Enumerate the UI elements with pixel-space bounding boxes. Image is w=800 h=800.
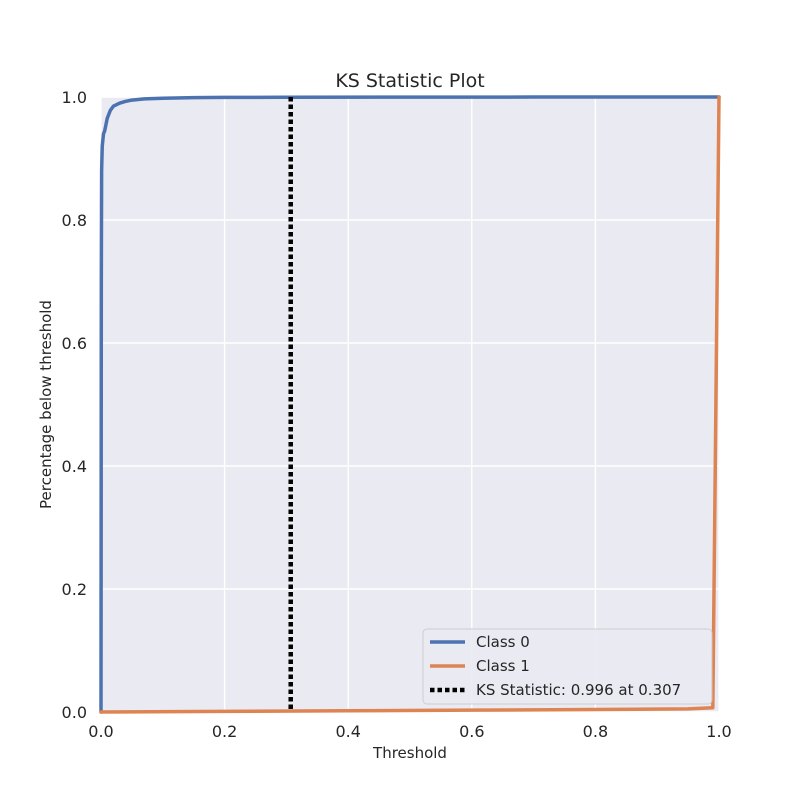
y-tick-label: 1.0 xyxy=(62,88,87,107)
chart-title: KS Statistic Plot xyxy=(335,70,484,92)
x-tick-label: 0.6 xyxy=(459,722,484,741)
legend: Class 0 Class 1 KS Statistic: 0.996 at 0.3… xyxy=(422,628,713,705)
tick-labels: 0.0 0.2 0.4 0.6 0.8 1.0 0.0 0.2 0.4 0.6 0.8 1.0 xyxy=(62,88,732,741)
x-tick-label: 0.4 xyxy=(335,722,360,741)
y-tick-label: 0.6 xyxy=(62,334,87,353)
series-layer xyxy=(99,95,721,714)
grid-lines xyxy=(100,96,720,713)
x-tick-label: 0.2 xyxy=(212,722,237,741)
y-tick-label: 0.4 xyxy=(62,457,87,476)
y-axis-label: Percentage below threshold xyxy=(37,300,55,509)
x-tick-label: 1.0 xyxy=(706,722,731,741)
legend-label: Class 1 xyxy=(476,657,530,675)
legend-label: KS Statistic: 0.996 at 0.307 xyxy=(476,681,681,699)
legend-label: Class 0 xyxy=(476,633,530,651)
series-line-class-1 xyxy=(99,95,721,714)
legend-box xyxy=(422,628,713,705)
series-line-class-0 xyxy=(99,95,721,714)
x-tick-label: 0.0 xyxy=(88,722,113,741)
y-tick-label: 0.0 xyxy=(62,703,87,722)
x-tick-label: 0.8 xyxy=(583,722,608,741)
plot-area xyxy=(101,97,719,712)
x-axis-label: Threshold xyxy=(372,744,447,762)
y-tick-label: 0.8 xyxy=(62,211,87,230)
y-tick-label: 0.2 xyxy=(62,580,87,599)
